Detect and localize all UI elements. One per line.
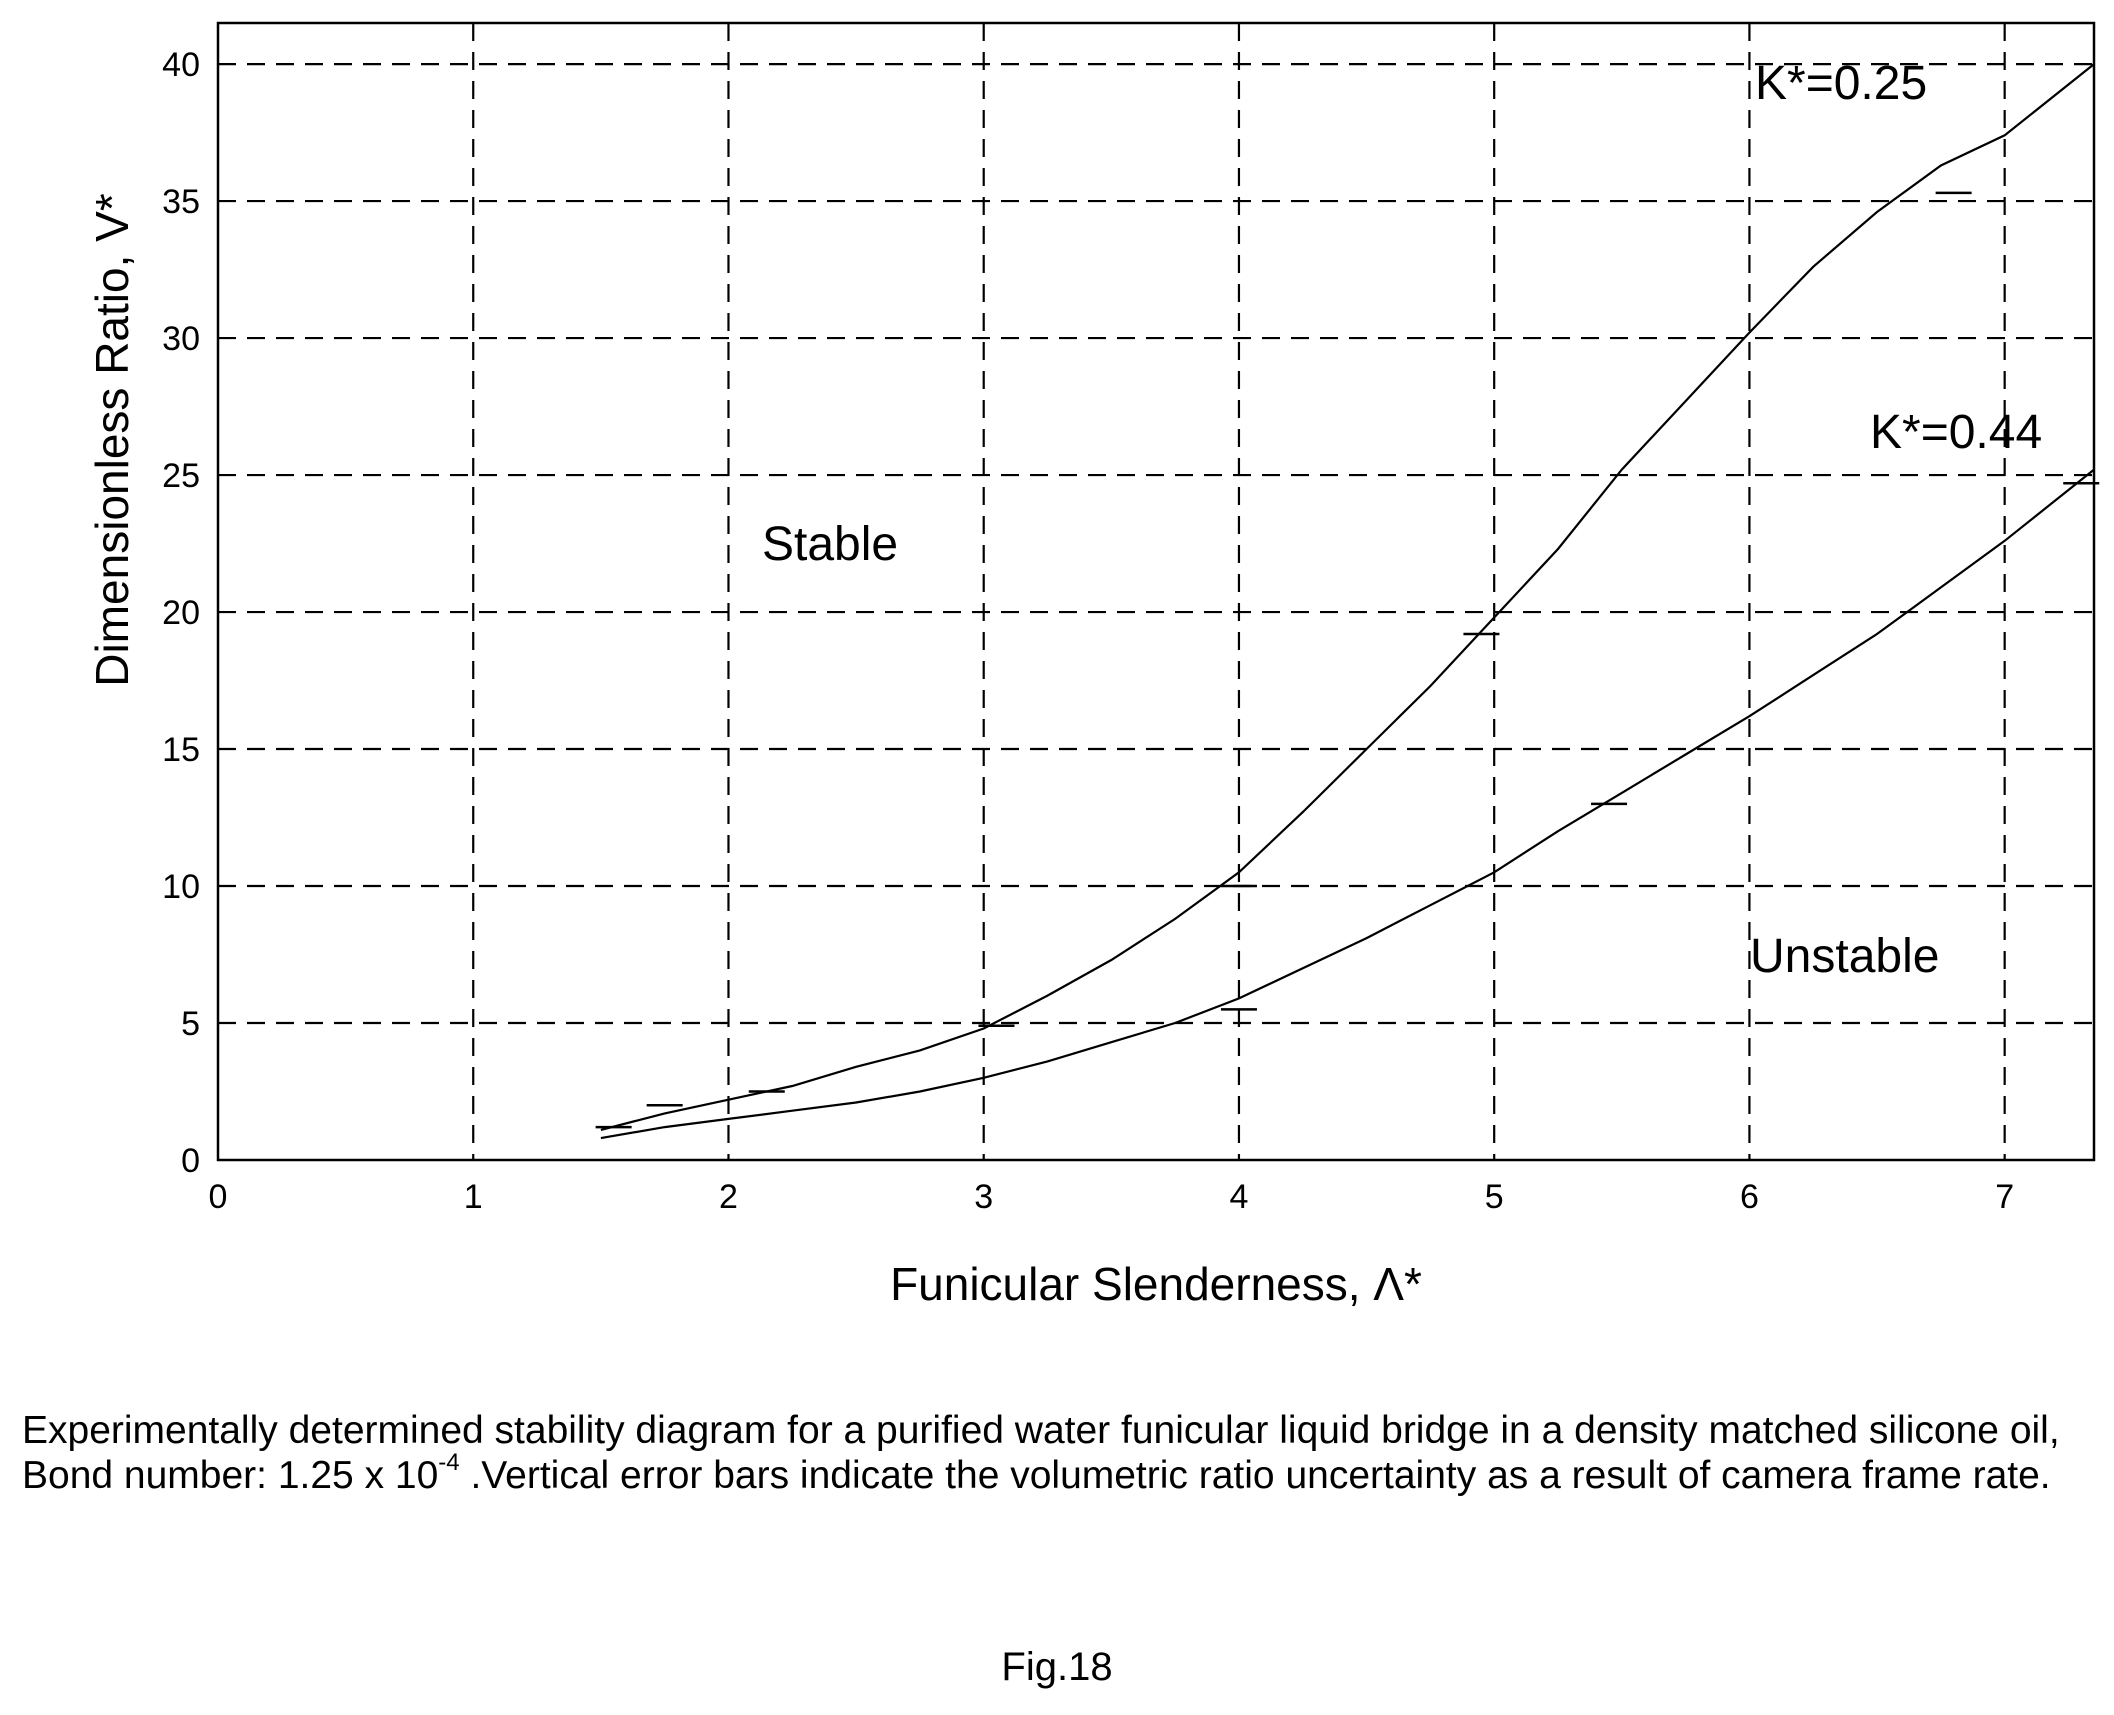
plot-frame bbox=[216, 21, 2096, 1162]
series-line-k044 bbox=[600, 468, 2095, 1140]
y-tick-label: 15 bbox=[162, 731, 200, 769]
annotation-k044: K*=0.44 bbox=[1870, 406, 2042, 459]
y-tick-label: 40 bbox=[162, 46, 200, 84]
x-tick-label: 3 bbox=[974, 1178, 993, 1216]
y-tick-label: 35 bbox=[162, 183, 200, 221]
x-tick-label: 0 bbox=[209, 1178, 228, 1216]
series-lines bbox=[600, 63, 2095, 1140]
x-tick-label: 1 bbox=[464, 1178, 483, 1216]
x-tick-label: 4 bbox=[1229, 1178, 1248, 1216]
label-unstable: Unstable bbox=[1750, 930, 1939, 983]
error-bars bbox=[595, 191, 2100, 1129]
y-tick-label: 0 bbox=[181, 1142, 200, 1180]
label-stable: Stable bbox=[762, 518, 898, 571]
y-tick-label: 5 bbox=[181, 1005, 200, 1043]
y-axis-title: Dimensionless Ratio, V* bbox=[86, 193, 138, 687]
caption-exponent: -4 bbox=[438, 1449, 460, 1477]
caption-text-part1: Experimentally determined stability diag… bbox=[22, 1409, 2060, 1498]
grid-lines bbox=[218, 23, 2094, 1160]
x-tick-label: 5 bbox=[1485, 1178, 1504, 1216]
annotation-k025: K*=0.25 bbox=[1755, 57, 1927, 110]
y-tick-label: 30 bbox=[162, 320, 200, 358]
x-tick-label: 7 bbox=[1995, 1178, 2014, 1216]
y-tick-labels: 0 5 10 15 20 25 30 35 40 bbox=[162, 46, 200, 1180]
stability-chart: 0 1 2 3 4 5 6 7 0 5 10 15 20 25 30 35 40 Funicular Slen… bbox=[86, 21, 2100, 1310]
x-axis-title: Funicular Slenderness, Λ* bbox=[890, 1258, 1422, 1310]
x-tick-label: 2 bbox=[719, 1178, 738, 1216]
y-tick-label: 25 bbox=[162, 457, 200, 495]
figure-caption: Experimentally determined stability diag… bbox=[22, 1408, 2092, 1498]
x-tick-labels: 0 1 2 3 4 5 6 7 bbox=[209, 1178, 2015, 1216]
y-tick-label: 10 bbox=[162, 868, 200, 906]
caption-text-part2: .Vertical error bars indicate the volume… bbox=[459, 1454, 2051, 1498]
y-tick-label: 20 bbox=[162, 594, 200, 632]
figure-label: Fig.18 bbox=[1001, 1645, 1113, 1689]
series-line-k025 bbox=[600, 63, 2095, 1131]
x-tick-label: 6 bbox=[1740, 1178, 1759, 1216]
